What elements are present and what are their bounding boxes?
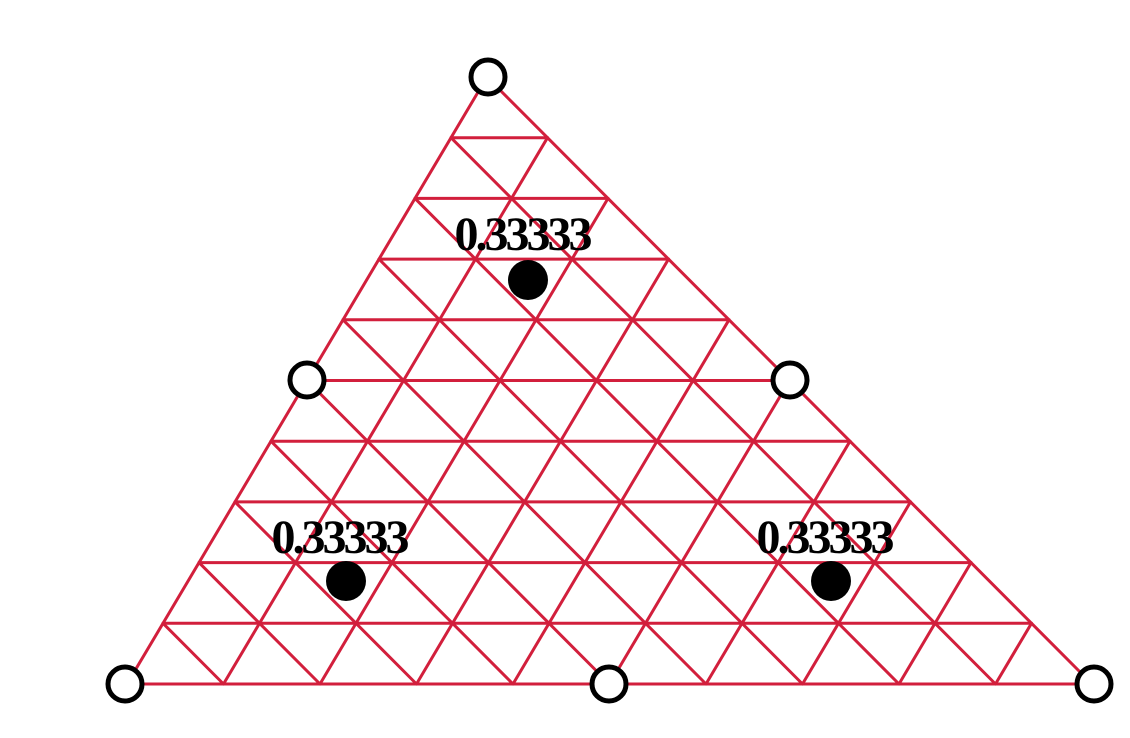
weight-label-bottom-left: 0.33333 xyxy=(272,511,409,564)
mesh-line-diagonal-b xyxy=(608,379,791,686)
mesh-line-diagonal-b xyxy=(222,136,549,686)
node-midside-left xyxy=(287,360,327,400)
mesh-line-diagonal-a xyxy=(233,500,418,686)
mesh-line-diagonal-a xyxy=(449,136,997,686)
mesh-line-diagonal-b xyxy=(415,257,670,686)
mesh-line-diagonal-a xyxy=(377,257,804,686)
weight-label-bottom-right: 0.33333 xyxy=(757,511,894,564)
mesh-line-diagonal-b xyxy=(994,621,1033,686)
mesh-line-diagonal-a xyxy=(197,561,322,686)
mesh-line-diagonal-a xyxy=(161,621,225,686)
weight-labels: 0.33333 0.33333 0.33333 xyxy=(272,208,897,564)
integration-point-top xyxy=(508,260,548,300)
element-nodes xyxy=(105,57,1114,704)
weight-label-top: 0.33333 xyxy=(455,208,592,261)
mesh-line-diagonal-b xyxy=(897,561,973,686)
node-midside-right xyxy=(770,360,810,400)
mesh-line-diagonal-b xyxy=(704,439,852,686)
mesh-line-diagonal-b xyxy=(801,500,912,686)
integration-point-bottom-left xyxy=(326,561,366,601)
integration-points xyxy=(326,260,851,601)
mesh-line-diagonal-a xyxy=(305,379,611,686)
node-vertex-top xyxy=(468,57,508,97)
mesh-line-diagonal-a xyxy=(269,439,515,686)
node-vertex-bottom-right xyxy=(1074,664,1114,704)
node-vertex-bottom-left xyxy=(105,664,145,704)
triangle-mesh xyxy=(125,75,1094,686)
integration-point-bottom-right xyxy=(811,561,851,601)
node-midside-bottom xyxy=(589,664,629,704)
